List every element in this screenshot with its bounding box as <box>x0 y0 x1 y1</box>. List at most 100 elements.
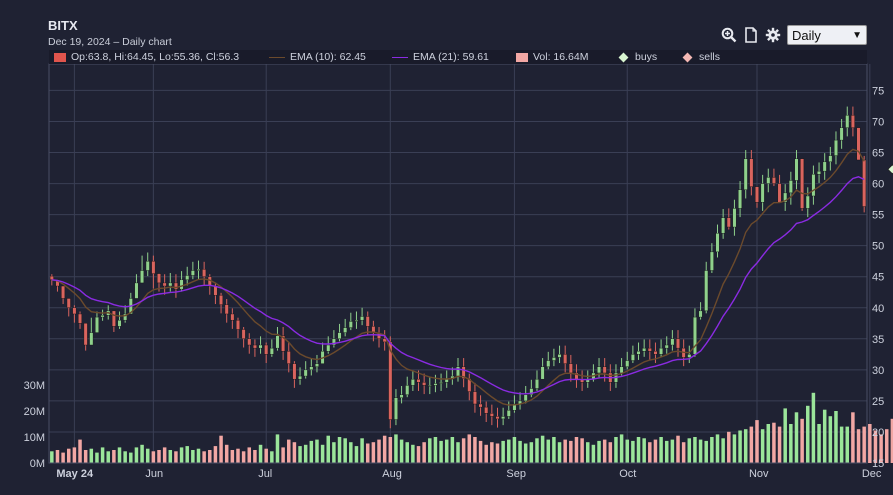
volume-bar <box>535 438 539 463</box>
candle-body <box>551 357 556 361</box>
candle-body <box>365 316 370 327</box>
volume-bar <box>270 451 274 463</box>
candle-body <box>230 313 235 321</box>
volume-bar <box>619 434 624 463</box>
candle-body <box>636 351 641 355</box>
volume-bar <box>546 439 551 463</box>
document-icon[interactable] <box>743 27 759 43</box>
volume-bar <box>461 438 466 463</box>
volume-bar <box>416 446 421 463</box>
candle-body <box>850 115 855 128</box>
volume-bar <box>834 411 838 463</box>
volume-bar <box>292 442 297 463</box>
volume-bar <box>168 450 173 463</box>
volume-swatch <box>516 52 528 62</box>
legend-buys-label: buys <box>635 51 658 63</box>
candle-body <box>258 344 263 349</box>
date-tick-label: May 24 <box>56 468 94 480</box>
volume-bar <box>174 451 178 463</box>
candle-body <box>529 388 534 395</box>
candle-body <box>456 366 460 377</box>
volume-bar <box>710 437 714 463</box>
legend-sells-label: sells <box>699 51 721 63</box>
volume-bar <box>884 429 889 463</box>
candle-body <box>224 304 229 315</box>
date-axis: May 24 Jun Jul Aug Sep Oct Nov Dec <box>56 468 881 480</box>
volume-bar <box>794 412 799 463</box>
volume-bar <box>625 439 629 463</box>
volume-bar <box>208 450 212 463</box>
volume-bar <box>112 450 116 463</box>
volume-bar <box>839 426 844 463</box>
candle-body <box>755 186 759 203</box>
volume-bar <box>354 446 359 463</box>
candle-body <box>117 319 122 327</box>
candlesticks <box>49 106 867 429</box>
candle-body <box>822 161 827 172</box>
gear-icon[interactable] <box>765 27 781 43</box>
price-tick-label: 50 <box>872 241 884 253</box>
volume-bar <box>411 444 415 463</box>
volume-bar <box>783 408 787 463</box>
candle-body <box>563 354 568 364</box>
volume-bar <box>856 429 861 463</box>
candle-body <box>862 159 867 207</box>
volume-bar <box>388 437 393 463</box>
candle-body <box>726 217 731 228</box>
volume-bar <box>151 451 156 463</box>
candle-body <box>738 189 743 209</box>
price-tick-label: 65 <box>872 148 884 160</box>
candle-body <box>828 155 833 163</box>
volume-bar <box>360 438 364 463</box>
volume-bar <box>478 440 483 463</box>
chevron-down-icon: ▼ <box>852 29 862 41</box>
candle-body <box>281 335 286 352</box>
grid <box>49 64 871 464</box>
volume-bar <box>275 434 280 463</box>
volume-bar <box>760 429 765 463</box>
candle-body <box>788 180 793 194</box>
volume-bar <box>405 442 409 463</box>
volume-bar <box>439 440 443 463</box>
volume-bar <box>100 447 105 463</box>
candle-body <box>535 378 539 389</box>
volume-bar <box>428 438 432 463</box>
legend-ema10: EMA (10): 62.45 <box>269 51 366 63</box>
candle-body <box>704 270 709 312</box>
period-select[interactable]: Daily ▼ <box>787 25 867 45</box>
legend-volume-label: Vol: 16.64M <box>533 51 589 63</box>
magnifier-plus-icon[interactable] <box>721 27 737 43</box>
volume-bar <box>326 435 330 463</box>
legend-ema21: EMA (21): 59.61 <box>392 51 489 63</box>
candle-body <box>399 394 404 398</box>
candle-body <box>275 335 280 349</box>
candle-body <box>715 233 720 253</box>
candle-body <box>794 158 799 181</box>
volume-bar <box>693 437 697 463</box>
chart-legend: Op:63.8, Hi:64.45, Lo:55.36, Cl:56.3 EMA… <box>49 50 867 64</box>
volume-bar <box>230 450 235 463</box>
volume-bar <box>191 450 195 463</box>
date-tick-label: Dec <box>862 468 882 480</box>
volume-bar <box>597 440 601 463</box>
volume-bar <box>247 447 252 463</box>
candle-body <box>315 363 319 367</box>
volume-bar <box>89 448 94 463</box>
candle-body <box>173 282 178 290</box>
volume-tick-label: 0M <box>30 458 45 470</box>
candle-body <box>78 313 82 324</box>
volume-bar <box>433 437 438 463</box>
candle-body <box>286 351 291 364</box>
volume-bar <box>185 446 189 463</box>
volume-bar <box>738 430 742 463</box>
volume-bar <box>704 440 708 463</box>
candle-body <box>252 344 257 349</box>
candle-body <box>766 177 771 184</box>
legend-sells: sells <box>682 51 720 63</box>
volume-bar <box>636 437 641 463</box>
candle-body <box>512 403 517 411</box>
candle-body <box>241 329 246 340</box>
volume-bar <box>394 434 398 463</box>
candle-body <box>568 363 573 374</box>
